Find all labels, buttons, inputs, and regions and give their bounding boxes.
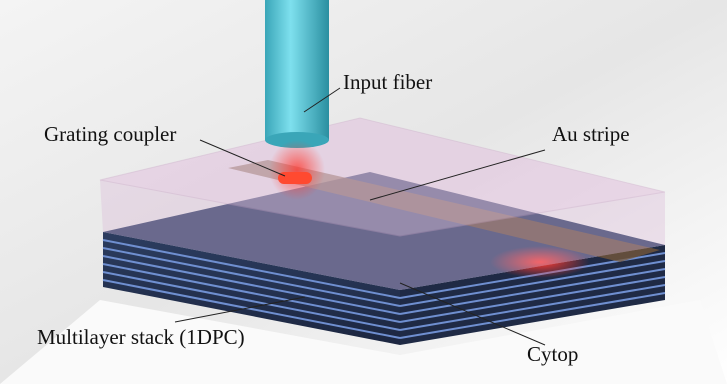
label: Grating coupler [44, 122, 176, 146]
label: Cytop [527, 342, 578, 366]
input-fiber [265, 0, 329, 140]
diagram: Input fiber Grating coupler Au stripe Mu… [0, 0, 727, 384]
grating-coupler [278, 172, 312, 184]
label: Au stripe [552, 122, 630, 146]
coupled-light [269, 140, 325, 200]
label: Input fiber [343, 70, 432, 94]
label: Multilayer stack (1DPC) [37, 325, 245, 349]
